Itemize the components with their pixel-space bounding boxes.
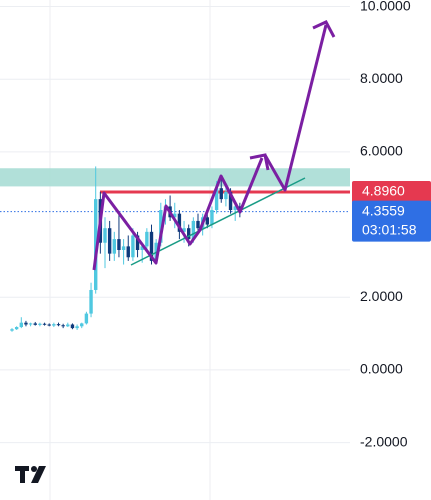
resistance-label-box: [352, 181, 431, 204]
candle-body: [103, 228, 107, 243]
candle-body: [33, 323, 37, 325]
candle-body: [145, 231, 149, 247]
candle-body: [107, 228, 112, 254]
candle-body: [10, 329, 14, 331]
candle-body: [121, 246, 126, 250]
candle-body: [224, 191, 228, 200]
candle-body: [42, 323, 47, 325]
current-price-box: [352, 200, 431, 242]
y-tick-label: -2.0000: [360, 433, 408, 449]
candle-body: [140, 246, 144, 250]
candle-body: [205, 217, 209, 225]
y-tick-label: 2.0000: [360, 288, 403, 304]
candle-body: [187, 228, 191, 240]
candle-body: [219, 188, 223, 200]
y-tick-label: 0.0000: [360, 361, 403, 377]
price-axis: 10.0000 8.0000 6.0000 2.0000 0.0000 -2.0000 4.…: [352, 0, 431, 449]
candle-body: [66, 324, 70, 327]
y-tick-label: 10.0000: [360, 0, 411, 13]
y-tick-label: 6.0000: [360, 143, 403, 159]
candle-body: [173, 213, 177, 218]
candle-body: [94, 199, 98, 290]
candle-body: [28, 323, 33, 325]
candle-body: [149, 231, 154, 261]
logo: [15, 466, 46, 483]
candle-body: [159, 210, 163, 243]
candle-body: [210, 210, 214, 225]
candle-body: [70, 324, 75, 329]
logo-part: [31, 466, 46, 483]
candle-body: [19, 322, 23, 328]
candle-body: [233, 206, 237, 211]
candle-body: [80, 323, 84, 327]
candle-body: [52, 324, 56, 326]
y-tick-label: 8.0000: [360, 70, 403, 86]
candle-body: [38, 323, 42, 325]
projection-path: [263, 24, 328, 192]
resistance-label: 4.8960: [362, 183, 405, 199]
candle-body: [135, 235, 140, 250]
candle-body: [117, 239, 121, 250]
candle-body: [214, 188, 219, 211]
candle-body: [196, 220, 200, 229]
candle-body: [131, 235, 135, 258]
candle-body: [61, 325, 65, 327]
candle-body: [177, 213, 182, 232]
logo-part: [31, 466, 37, 472]
candle-body: [112, 239, 116, 254]
candle-body: [191, 220, 196, 240]
candle-body: [47, 324, 51, 326]
arrow-head: [312, 20, 336, 38]
logo-part: [20, 466, 25, 483]
candle-body: [228, 191, 233, 211]
drawings: [92, 20, 336, 271]
pattern-path: [92, 157, 264, 271]
candle-body: [24, 322, 28, 325]
candle-body: [126, 246, 130, 258]
candle-body: [182, 228, 186, 232]
countdown: 03:01:58: [362, 221, 417, 237]
candle-body: [75, 326, 79, 329]
candle-body: [84, 313, 89, 324]
candle-body: [89, 289, 93, 314]
trend-line: [130, 177, 306, 266]
resistance-zone: [0, 168, 350, 187]
candle-body: [14, 327, 19, 330]
current-price-label: 4.3559: [362, 202, 405, 218]
candle-body: [56, 324, 61, 326]
